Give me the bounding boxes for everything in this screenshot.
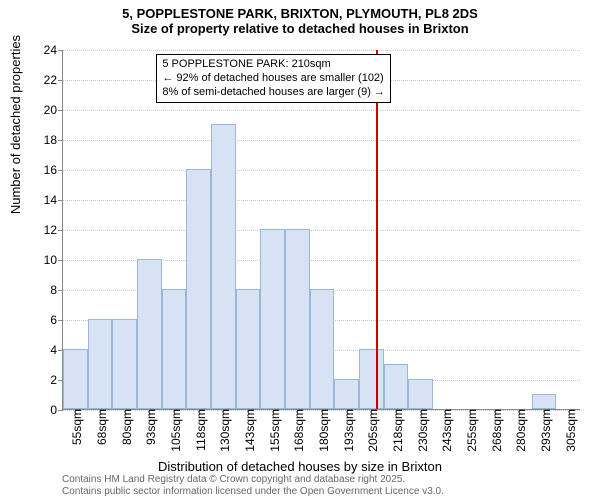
- xtick-label: 268sqm: [486, 409, 504, 452]
- histogram-bar: [384, 364, 409, 409]
- grid-line: [63, 230, 580, 231]
- ytick-label: 6: [29, 313, 63, 327]
- xtick-label: 118sqm: [190, 409, 208, 451]
- histogram-bar: [334, 379, 359, 409]
- xtick-label: 155sqm: [264, 409, 282, 452]
- y-axis-label: Number of detached properties: [8, 35, 23, 214]
- histogram-bar: [310, 289, 335, 409]
- histogram-bar: [359, 349, 384, 409]
- histogram-bar: [236, 289, 261, 409]
- chart-title-line2: Size of property relative to detached ho…: [0, 21, 600, 36]
- grid-line: [63, 140, 580, 141]
- grid-line: [63, 200, 580, 201]
- histogram-bar: [63, 349, 88, 409]
- histogram-bar: [285, 229, 310, 409]
- xtick-label: 230sqm: [412, 409, 430, 452]
- xtick-label: 243sqm: [436, 409, 454, 452]
- xtick-label: 93sqm: [140, 409, 158, 445]
- property-size-chart: 5, POPPLESTONE PARK, BRIXTON, PLYMOUTH, …: [0, 0, 600, 500]
- chart-title-line1: 5, POPPLESTONE PARK, BRIXTON, PLYMOUTH, …: [0, 0, 600, 21]
- annotation-line1: 5 POPPLESTONE PARK: 210sqm: [162, 58, 385, 72]
- histogram-bar: [186, 169, 211, 409]
- xtick-label: 193sqm: [338, 409, 356, 452]
- ytick-label: 0: [29, 403, 63, 417]
- xtick-label: 293sqm: [535, 409, 553, 452]
- xtick-label: 68sqm: [91, 409, 109, 445]
- xtick-label: 205sqm: [362, 409, 380, 452]
- histogram-bar: [137, 259, 162, 409]
- xtick-label: 80sqm: [116, 409, 134, 445]
- xtick-label: 130sqm: [214, 409, 232, 452]
- histogram-bar: [408, 379, 433, 409]
- ytick-label: 16: [29, 163, 63, 177]
- ytick-label: 18: [29, 133, 63, 147]
- grid-line: [63, 110, 580, 111]
- xtick-label: 55sqm: [66, 409, 84, 445]
- grid-line: [63, 50, 580, 51]
- xtick-label: 280sqm: [510, 409, 528, 452]
- xtick-label: 168sqm: [288, 409, 306, 452]
- ytick-label: 24: [29, 43, 63, 57]
- xtick-label: 218sqm: [387, 409, 405, 452]
- ytick-label: 10: [29, 253, 63, 267]
- histogram-bar: [532, 394, 557, 409]
- histogram-bar: [260, 229, 285, 409]
- ytick-label: 14: [29, 193, 63, 207]
- histogram-bar: [162, 289, 187, 409]
- xtick-label: 305sqm: [560, 409, 578, 452]
- marker-annotation: 5 POPPLESTONE PARK: 210sqm ← 92% of deta…: [156, 54, 391, 103]
- histogram-bar: [88, 319, 113, 409]
- chart-footer: Contains HM Land Registry data © Crown c…: [62, 474, 444, 498]
- annotation-line3: 8% of semi-detached houses are larger (9…: [162, 86, 385, 100]
- xtick-label: 105sqm: [165, 409, 183, 452]
- property-marker-line: [376, 50, 378, 409]
- ytick-label: 12: [29, 223, 63, 237]
- ytick-label: 20: [29, 103, 63, 117]
- grid-line: [63, 170, 580, 171]
- ytick-label: 4: [29, 343, 63, 357]
- xtick-label: 143sqm: [239, 409, 257, 452]
- xtick-label: 255sqm: [461, 409, 479, 452]
- histogram-bar: [211, 124, 236, 409]
- histogram-bar: [112, 319, 137, 409]
- plot-area: 02468101214161820222455sqm68sqm80sqm93sq…: [62, 50, 580, 410]
- footer-line1: Contains HM Land Registry data © Crown c…: [62, 474, 444, 486]
- footer-line2: Contains public sector information licen…: [62, 486, 444, 498]
- x-axis-label: Distribution of detached houses by size …: [0, 459, 600, 474]
- ytick-label: 22: [29, 73, 63, 87]
- ytick-label: 2: [29, 373, 63, 387]
- annotation-line2: ← 92% of detached houses are smaller (10…: [162, 72, 385, 86]
- xtick-label: 180sqm: [313, 409, 331, 452]
- ytick-label: 8: [29, 283, 63, 297]
